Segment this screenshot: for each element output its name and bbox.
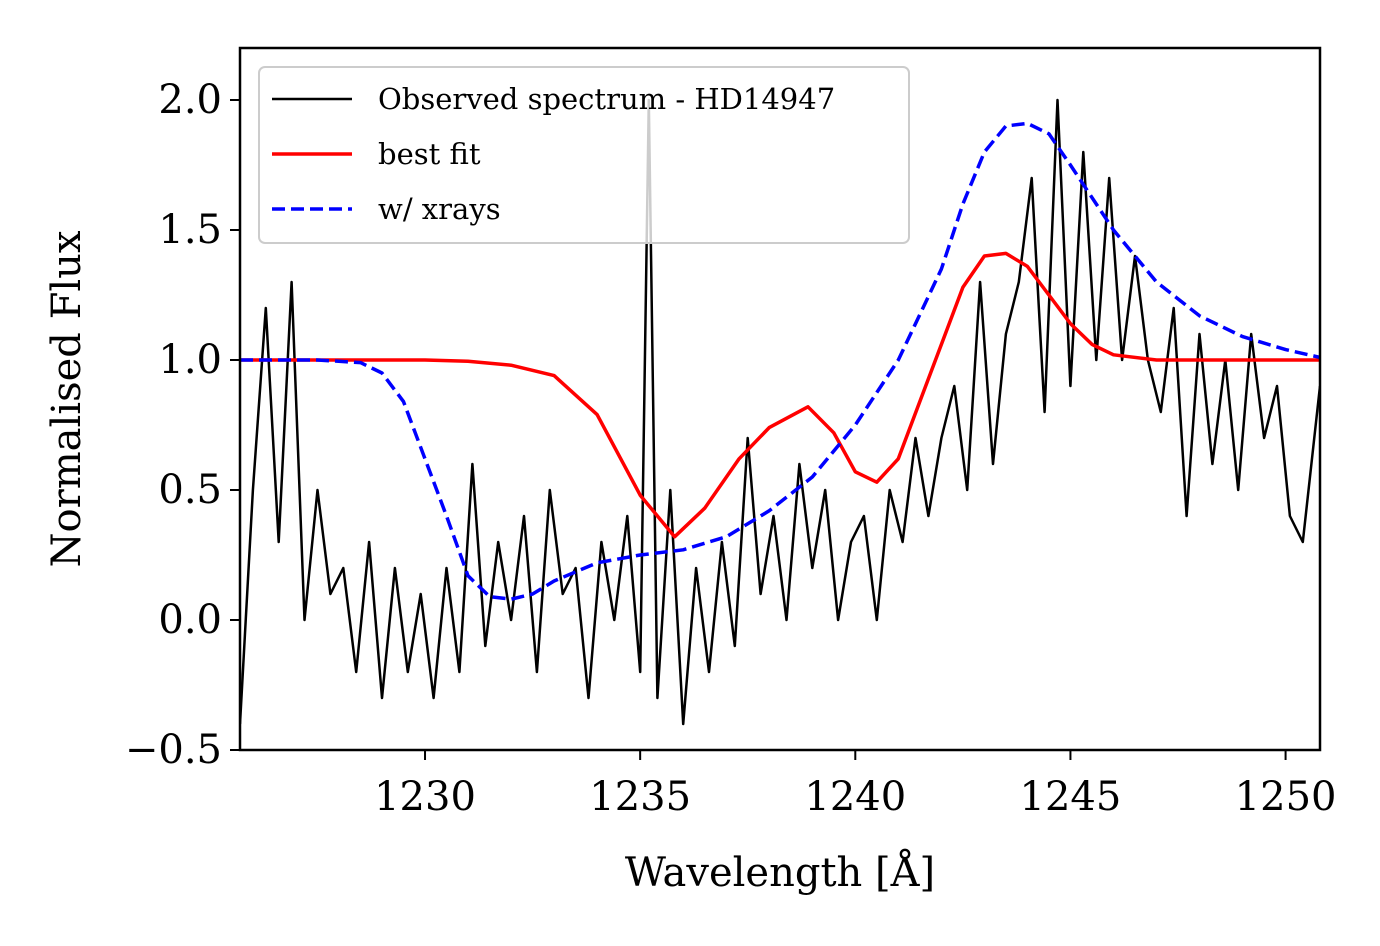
y-tick-label: 0.0 (158, 597, 222, 643)
plot-lines (240, 98, 1320, 726)
y-tick-label: 0.5 (158, 467, 222, 513)
series-line-1 (240, 98, 1320, 726)
y-tick-label: 1.0 (158, 337, 222, 383)
legend-label-2: best fit (378, 137, 481, 171)
series-line-2 (240, 251, 1320, 539)
legend: Observed spectrum - HD14947 best fit w/ xr… (258, 66, 910, 244)
y-tick-label: 2.0 (158, 77, 222, 123)
y-tick-label: −0.5 (125, 727, 222, 773)
y-tick-label: 1.5 (158, 207, 222, 253)
legend-label-3: w/ xrays (378, 192, 501, 226)
legend-label-1: Observed spectrum - HD14947 (378, 82, 835, 116)
axis-ticks: 1230 1235 1240 1245 1250 −0.5 0.0 0.5 1.0 1.5 2.0 (125, 77, 1337, 820)
x-axis-label: Wavelength [Å] (625, 849, 935, 896)
x-tick-label: 1250 (1235, 774, 1337, 820)
series-line-3 (240, 121, 1320, 601)
x-tick-label: 1245 (1020, 774, 1122, 820)
y-axis-label: Normalised Flux (44, 230, 90, 567)
legend-box (258, 66, 910, 244)
x-tick-label: 1235 (589, 774, 691, 820)
plot-frame (238, 46, 1322, 752)
x-tick-label: 1230 (374, 774, 476, 820)
x-tick-label: 1240 (804, 774, 906, 820)
